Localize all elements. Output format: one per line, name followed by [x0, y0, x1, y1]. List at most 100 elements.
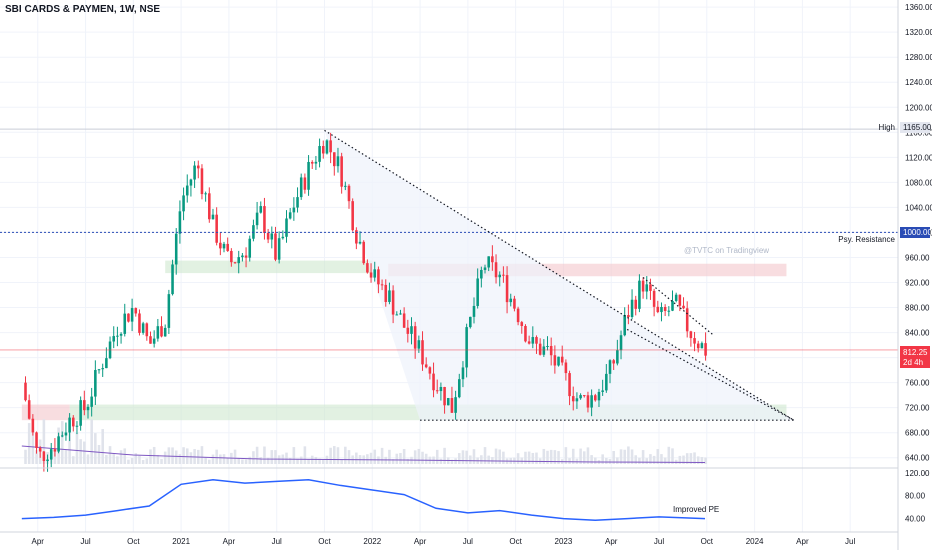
volume-bar — [689, 453, 693, 464]
candle-body — [83, 400, 86, 411]
volume-bar — [83, 441, 86, 464]
volume-bar — [457, 453, 461, 464]
candle-body — [241, 255, 244, 258]
candle-body — [417, 340, 421, 349]
volume-bar — [347, 450, 351, 464]
candle-body — [68, 417, 71, 433]
volume-bar — [700, 457, 704, 464]
candle-body — [211, 214, 215, 220]
candle-body — [215, 214, 218, 243]
volume-bar — [549, 449, 553, 464]
candle-body — [167, 294, 171, 328]
volume-bar — [435, 449, 439, 464]
candle-body — [399, 313, 402, 315]
candle-body — [230, 250, 233, 263]
time-tick-label: Apr — [605, 537, 618, 546]
high-value-box — [900, 122, 930, 133]
volume-bar — [663, 457, 667, 464]
candle-body — [469, 316, 472, 328]
candle-body — [362, 241, 365, 264]
volume-bar — [329, 447, 332, 464]
candle-body — [498, 274, 502, 278]
candle-body — [505, 275, 509, 303]
price-tick-label: 1280.00 — [905, 53, 932, 62]
candle-body — [476, 278, 479, 306]
volume-bar — [502, 451, 505, 464]
candle-body — [292, 207, 296, 213]
price-tick-label: 1040.00 — [905, 203, 932, 212]
volume-bar — [64, 450, 68, 464]
candle-body — [704, 343, 707, 356]
volume-bar — [68, 432, 71, 464]
candle-body — [472, 305, 476, 317]
volume-bar — [31, 427, 35, 464]
volume-bar — [307, 459, 310, 464]
volume-bar — [127, 459, 130, 464]
candle-body — [656, 306, 660, 313]
candle-body — [410, 326, 413, 334]
volume-bar — [634, 455, 638, 464]
volume-bar — [105, 454, 108, 464]
volume-bar — [612, 451, 615, 464]
candle-body — [358, 241, 362, 244]
candle-body — [152, 338, 156, 344]
volume-bar — [189, 452, 193, 464]
volume-bar — [605, 457, 608, 464]
volume-bar — [535, 452, 538, 464]
candle-body — [101, 368, 104, 370]
candle-body — [388, 290, 391, 302]
candle-body — [119, 333, 123, 336]
candle-body — [233, 262, 237, 264]
volume-bar — [402, 448, 406, 464]
candle-body — [663, 307, 667, 311]
volume-bar — [35, 450, 38, 464]
candle-body — [314, 161, 318, 164]
price-tick-label: 680.00 — [905, 429, 930, 438]
volume-bar — [255, 446, 259, 464]
candle-body — [208, 193, 211, 220]
volume-bar — [366, 454, 369, 464]
volume-bar — [616, 457, 619, 464]
volume-bar — [215, 449, 218, 464]
candle-body — [72, 417, 75, 427]
candle-body — [406, 327, 410, 334]
candle-body — [97, 369, 101, 371]
candle-body — [299, 177, 303, 198]
volume-bar — [461, 450, 465, 464]
price-tick-label: 880.00 — [905, 304, 930, 313]
price-zone — [21, 404, 70, 421]
volume-bar — [380, 447, 384, 464]
volume-bar — [266, 457, 270, 464]
time-axis-ticks: Apr Jul Oct 2021 Apr Jul Oct 2022 Apr Jul Oct 2023 A… — [32, 537, 856, 546]
candle-body — [384, 284, 388, 302]
chart-title: SBI CARDS & PAYMEN, 1W, NSE — [5, 4, 160, 15]
volume-bar — [163, 451, 167, 464]
volume-bar — [259, 457, 263, 464]
time-tick-label: 2021 — [172, 537, 190, 546]
volume-bar — [226, 457, 229, 464]
candle-body — [193, 165, 196, 180]
candle-body — [571, 396, 575, 402]
candle-body — [31, 418, 35, 433]
candle-body — [630, 299, 634, 318]
volume-bar — [299, 456, 303, 464]
candle-body — [700, 343, 704, 349]
volume-bar — [222, 454, 226, 464]
volume-bar — [601, 454, 604, 464]
volume-bar — [498, 449, 502, 464]
volume-bar — [97, 444, 101, 464]
candle-body — [421, 340, 424, 365]
candle-body — [288, 212, 292, 219]
candle-body — [185, 185, 189, 196]
candle-body — [619, 335, 623, 351]
candle-body — [355, 230, 358, 244]
volume-bar — [682, 455, 685, 464]
candle-body — [285, 218, 288, 237]
candle-body — [237, 257, 241, 264]
volume-bar — [469, 455, 472, 464]
candle-body — [222, 243, 226, 249]
candle-body — [307, 161, 310, 190]
volume-bar — [542, 448, 546, 464]
volume-bar — [656, 449, 660, 464]
candle-body — [660, 307, 663, 313]
